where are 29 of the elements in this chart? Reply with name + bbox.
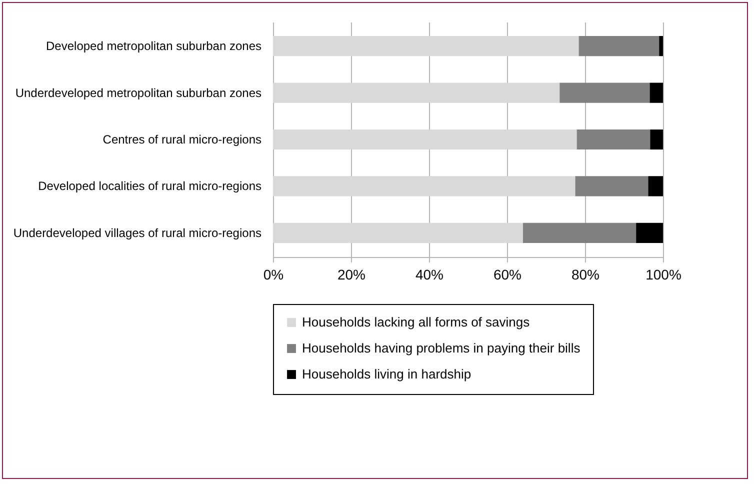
- bar: [273, 222, 523, 243]
- y-tick-label: Underdeveloped villages of rural micro-regions: [13, 226, 262, 240]
- y-tick-label: Underdeveloped metropolitan suburban zones: [15, 86, 262, 100]
- y-tick-label: Developed metropolitan suburban zones: [46, 39, 262, 54]
- bar: [560, 82, 650, 103]
- bar: [273, 36, 579, 56]
- bar: [273, 82, 560, 103]
- bar: [650, 82, 663, 103]
- bar: [578, 36, 660, 56]
- x-tick-label: 100%: [646, 266, 682, 282]
- y-tick-label: Developed localities of rural micro-regions: [38, 179, 262, 194]
- bar: [522, 222, 636, 243]
- bar: [576, 129, 650, 150]
- bar: [636, 222, 663, 243]
- x-tick-label: 20%: [337, 266, 366, 282]
- bar: [648, 176, 663, 196]
- legend-label: Households having problems in paying their bills: [302, 340, 581, 356]
- bar: [575, 176, 648, 196]
- legend-label: Households living in hardship: [302, 366, 472, 382]
- bar: [650, 129, 663, 150]
- x-tick-label: 60%: [493, 266, 522, 282]
- x-tick-label: 80%: [571, 266, 600, 282]
- bar: [273, 176, 576, 196]
- legend-label: Households lacking all forms of savings: [302, 314, 530, 330]
- x-tick-label: 0%: [263, 266, 284, 282]
- x-tick-label: 40%: [415, 266, 444, 282]
- y-tick-label: Centres of rural micro-regions: [102, 132, 262, 146]
- bar: [659, 36, 663, 56]
- bar: [273, 129, 577, 150]
